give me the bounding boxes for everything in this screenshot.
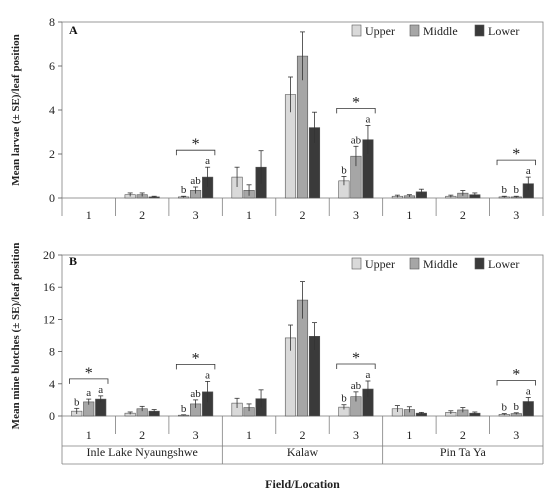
significance-letter: b (181, 403, 187, 415)
legend-label-upper: Upper (365, 24, 395, 38)
significance-letter: a (205, 369, 210, 381)
x-field-label: 1 (246, 208, 252, 222)
x-field-label: 3 (353, 208, 359, 222)
y-tick-label: 6 (49, 59, 55, 73)
x-field-label: 1 (86, 428, 92, 442)
significance-letter: a (526, 385, 531, 397)
y-tick-label: 12 (43, 312, 55, 326)
y-tick-label: 16 (43, 280, 55, 294)
significance-letter: ab (351, 134, 362, 146)
x-field-label: 3 (513, 428, 519, 442)
y-axis-label: Mean mine blotches (± SE)/leaf position (10, 243, 22, 430)
significance-bracket (175, 363, 216, 370)
significance-letter: ab (190, 388, 201, 400)
x-group-label: Inle Lake Nyaungshwe (87, 445, 198, 459)
y-axis-label: Mean larvae (± SE)/leaf position (10, 34, 22, 185)
panel-letter: A (69, 23, 78, 37)
significance-bracket (336, 363, 376, 369)
y-tick-label: 0 (49, 409, 55, 423)
significance-bracket (69, 378, 109, 384)
significance-letter: a (98, 384, 103, 396)
x-group-label: Kalaw (287, 445, 319, 459)
significance-asterisk: * (192, 136, 200, 153)
significance-letter: ab (190, 175, 201, 187)
x-field-label: 1 (86, 208, 92, 222)
legend-swatch-upper (351, 257, 362, 270)
x-field-label: 1 (406, 208, 412, 222)
legend-label-middle: Middle (423, 257, 458, 271)
y-tick-label: 4 (49, 377, 55, 391)
x-field-label: 3 (353, 428, 359, 442)
legend-label-lower: Lower (488, 24, 519, 38)
panel-letter: B (69, 254, 77, 268)
significance-letter: b (74, 396, 80, 408)
legend-swatch-middle (409, 24, 420, 37)
x-field-label: 2 (300, 428, 306, 442)
significance-asterisk: * (512, 366, 520, 383)
significance-asterisk: * (192, 350, 200, 367)
significance-asterisk: * (512, 146, 520, 163)
significance-letter: b (502, 184, 508, 196)
legend-label-lower: Lower (488, 257, 519, 271)
x-field-label: 3 (193, 428, 199, 442)
x-group-label: Pin Ta Ya (440, 445, 487, 459)
significance-letter: b (502, 402, 508, 414)
significance-letter: b (514, 184, 520, 196)
x-field-label: 1 (246, 428, 252, 442)
y-tick-label: 2 (49, 147, 55, 161)
y-tick-label: 20 (43, 248, 55, 262)
significance-asterisk: * (85, 365, 93, 382)
significance-letter: a (205, 155, 210, 167)
x-field-label: 3 (193, 208, 199, 222)
x-field-label: 2 (460, 208, 466, 222)
significance-letter: ab (351, 380, 362, 392)
significance-letter: b (181, 184, 187, 196)
significance-bracket (175, 149, 216, 156)
legend-swatch-lower (474, 257, 485, 270)
significance-letter: a (526, 165, 531, 177)
significance-letter: b (514, 401, 520, 413)
legend-label-middle: Middle (423, 24, 458, 38)
x-field-label: 2 (139, 208, 145, 222)
legend-label-upper: Upper (365, 257, 395, 271)
y-tick-label: 0 (49, 191, 55, 205)
significance-letter: a (365, 369, 370, 381)
panel-b: 0 4 8 12 16 20 B Mean mine blotches (± SE)/leaf… (10, 243, 544, 430)
x-field-label: 1 (406, 428, 412, 442)
significance-asterisk: * (352, 350, 360, 367)
x-axis-title: Field/Location (265, 477, 340, 491)
x-field-label: 2 (460, 428, 466, 442)
y-tick-label: 8 (49, 15, 55, 29)
y-tick-label: 4 (49, 103, 55, 117)
legend-swatch-lower (474, 24, 485, 37)
significance-bracket (496, 159, 536, 166)
x-axis-area: 1 1 2 2 3 3 1 1 2 2 3 3 1 1 2 2 3 3 Inle Lake Nyaungshwe Ka… (61, 198, 544, 491)
significance-letter: b (341, 164, 347, 176)
significance-asterisk: * (352, 94, 360, 111)
significance-bracket (496, 380, 536, 386)
x-field-label: 3 (513, 208, 519, 222)
legend-swatch-upper (351, 24, 362, 37)
x-field-label: 2 (300, 208, 306, 222)
significance-letter: a (86, 387, 91, 399)
significance-letter: a (365, 113, 370, 125)
x-field-label: 2 (139, 428, 145, 442)
y-tick-label: 8 (49, 345, 55, 359)
legend-swatch-middle (409, 257, 420, 270)
significance-bracket (336, 108, 376, 114)
significance-letter: b (341, 393, 347, 405)
